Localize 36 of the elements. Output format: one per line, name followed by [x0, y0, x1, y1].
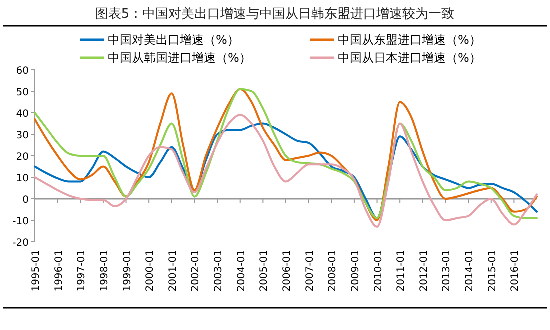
legend-label: 中国从韩国进口增速（%）	[108, 51, 252, 65]
y-tick-label: 40	[16, 109, 29, 120]
y-tick-label: 60	[16, 66, 29, 77]
legend-label: 中国对美出口增速（%）	[108, 33, 240, 47]
x-tick-label: 1997-01	[76, 250, 88, 292]
legend-label: 中国从日本进口增速（%）	[338, 51, 482, 65]
y-tick-label: 30	[16, 130, 29, 142]
x-tick-label: 2014-01	[464, 250, 476, 292]
y-tick-label: -10	[12, 216, 29, 228]
y-tick-label: 50	[16, 88, 29, 98]
x-tick-label: 2013-01	[442, 250, 453, 292]
x-tick-label: 2009-01	[350, 250, 362, 292]
x-tick-label: 2010-01	[373, 250, 384, 292]
x-tick-label: 2007-01	[304, 250, 316, 292]
legend-label: 中国从东盟进口增速（%）	[338, 33, 482, 47]
x-tick-label: 2012-01	[418, 250, 430, 292]
x-tick-label: 1998-01	[99, 250, 110, 292]
y-tick-label: -20	[12, 238, 29, 249]
x-tick-label: 2004-01	[236, 250, 248, 292]
x-tick-label: 2008-01	[328, 250, 339, 292]
x-tick-label: 2016-01	[510, 250, 522, 292]
x-tick-label: 2001-01	[168, 250, 179, 292]
x-tick-label: 1999-01	[122, 250, 134, 292]
x-tick-label: 2003-01	[214, 250, 225, 292]
x-tick-label: 2011-01	[396, 250, 408, 292]
x-tick-label: 2005-01	[259, 250, 270, 292]
x-tick-label: 2006-01	[282, 250, 293, 292]
y-tick-label: 20	[16, 152, 29, 163]
y-tick-label: 0	[22, 195, 29, 206]
x-tick-label: 2015-01	[487, 250, 498, 292]
x-tick-label: 1995-01	[31, 250, 42, 292]
chart-title: 图表5：中国对美出口增速与中国从日韩东盟进口增速较为一致	[95, 6, 455, 22]
x-tick-label: 2002-01	[190, 250, 202, 292]
x-tick-label: 1996-01	[54, 250, 65, 292]
y-tick-label: 10	[16, 174, 29, 184]
x-tick-label: 2000-01	[145, 250, 156, 292]
